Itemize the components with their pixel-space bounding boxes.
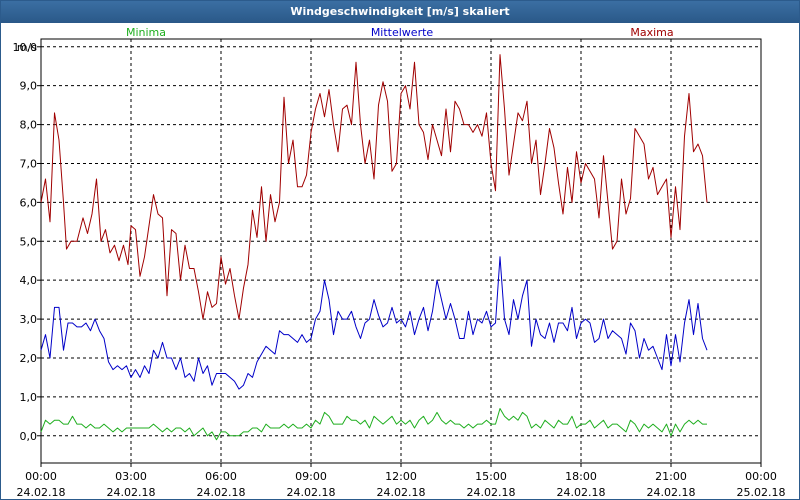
y-tick-label: 5,0 xyxy=(20,235,38,248)
x-tick-date-label: 24.02.18 xyxy=(557,486,606,499)
x-tick-date-label: 24.02.18 xyxy=(17,486,66,499)
x-tick-date-label: 25.02.18 xyxy=(737,486,786,499)
x-tick-date-label: 24.02.18 xyxy=(467,486,516,499)
series-line-minima xyxy=(40,408,707,441)
x-tick-time-label: 15:00 xyxy=(475,470,507,483)
x-tick-date-label: 24.02.18 xyxy=(287,486,336,499)
y-tick-label: 2,0 xyxy=(20,352,38,365)
y-tick-label: 7,0 xyxy=(20,157,38,170)
y-tick-label: 6,0 xyxy=(20,196,38,209)
x-tick-time-label: 00:00 xyxy=(745,470,777,483)
series-lines xyxy=(40,54,708,441)
x-tick-time-label: 06:00 xyxy=(205,470,237,483)
x-tick-date-label: 24.02.18 xyxy=(197,486,246,499)
x-tick-time-label: 12:00 xyxy=(385,470,417,483)
x-tick-date-label: 24.02.18 xyxy=(647,486,696,499)
chart-title: Windgeschwindigkeit [m/s] skaliert xyxy=(1,1,799,23)
y-tick-label: 8,0 xyxy=(20,119,38,132)
grid xyxy=(37,38,762,467)
y-tick-label: 3,0 xyxy=(20,313,38,326)
legend-minima: Minima xyxy=(126,26,166,39)
y-axis-unit-label: m/s xyxy=(17,41,37,54)
y-tick-label: 10,0 xyxy=(13,41,38,54)
x-tick-date-label: 24.02.18 xyxy=(377,486,426,499)
series-line-maxima xyxy=(40,54,708,320)
y-tick-label: 0,0 xyxy=(20,430,38,443)
axis-labels: 0,0 1,0 2,0 3,0 4,0 5,0 6,0 7,0 8,0 9,0 10,0 00:00 2… xyxy=(13,26,786,499)
series-line-mittelwerte xyxy=(40,256,708,390)
y-tick-label: 1,0 xyxy=(20,391,38,404)
y-tick-label: 9,0 xyxy=(20,80,38,93)
x-tick-time-label: 21:00 xyxy=(655,470,687,483)
y-tick-label: 4,0 xyxy=(20,274,38,287)
legend-mittelwerte: Mittelwerte xyxy=(371,26,434,39)
x-tick-time-label: 00:00 xyxy=(25,470,57,483)
x-tick-date-label: 24.02.18 xyxy=(107,486,156,499)
legend-maxima: Maxima xyxy=(630,26,673,39)
x-tick-time-label: 09:00 xyxy=(295,470,327,483)
x-tick-time-label: 03:00 xyxy=(115,470,147,483)
x-tick-time-label: 18:00 xyxy=(565,470,597,483)
